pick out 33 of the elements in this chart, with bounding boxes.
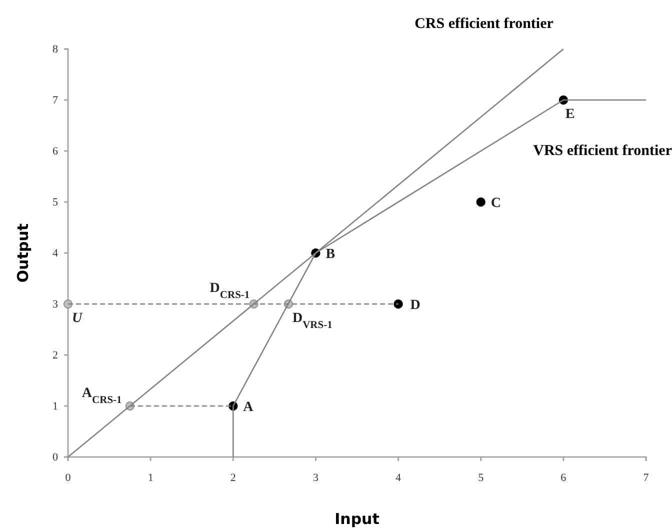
annotation: A$_{CRS-1}$ [82, 386, 122, 406]
x-tick-label: 4 [396, 472, 402, 484]
y-tick-label: 5 [52, 196, 58, 209]
x-tick-label: 6 [560, 472, 567, 484]
y-tick-label: 6 [52, 146, 58, 158]
annotation: D$_{CRS-1}$ [210, 281, 250, 300]
y-tick-label: 7 [52, 94, 58, 107]
y-tick-label: 1 [52, 400, 58, 413]
x-tick-label: 7 [643, 472, 650, 484]
annotation: A [243, 400, 254, 415]
series-label: VRS efficient frontier [533, 143, 672, 159]
x-tick-label: 3 [312, 472, 319, 484]
x-tick-label: 2 [230, 472, 236, 484]
y-tick-label: 4 [52, 248, 58, 260]
x-tick-label: 5 [478, 472, 484, 484]
point [63, 299, 73, 309]
annotation: B [326, 247, 336, 262]
annotation: U [72, 311, 83, 326]
y-tick-label: 2 [52, 350, 58, 362]
series-label: CRS efficient frontier [414, 16, 554, 32]
x-tick-label: 0 [65, 472, 72, 484]
x-axis-title: Input [334, 510, 380, 528]
y-axis-title: Output [14, 223, 32, 283]
y-tick-label: 8 [52, 44, 58, 56]
y-tick-label: 0 [52, 452, 58, 464]
point [394, 299, 403, 309]
annotation: C [490, 196, 501, 211]
annotation: E [565, 107, 575, 122]
y-tick-label: 3 [52, 298, 58, 311]
x-tick-label: 1 [148, 472, 154, 484]
annotation: D [410, 298, 420, 313]
point [476, 197, 486, 207]
annotation: D$_{VRS-1}$ [292, 311, 332, 330]
